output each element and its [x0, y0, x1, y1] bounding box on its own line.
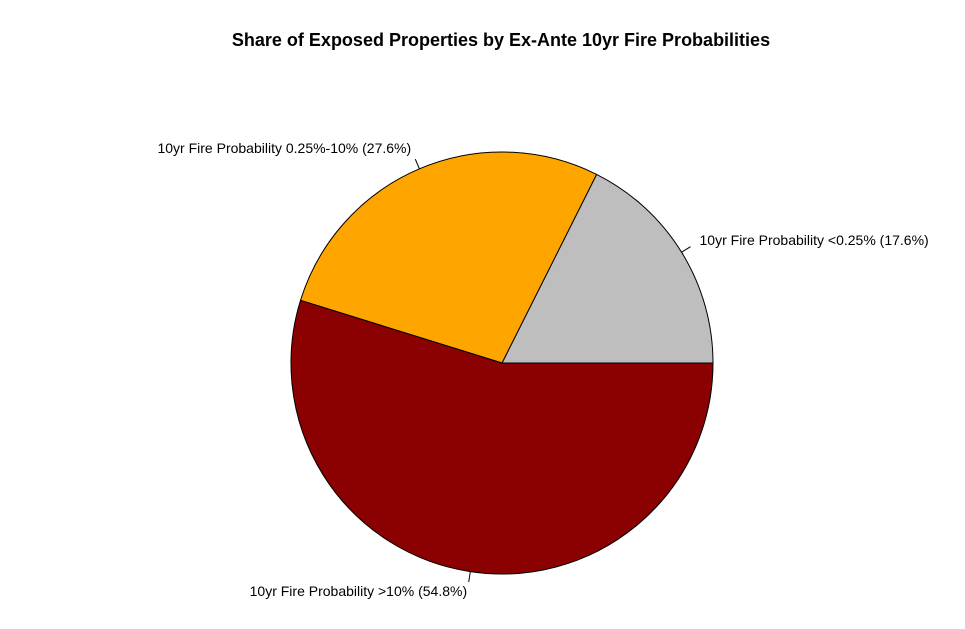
label-line: [681, 246, 691, 253]
label-line: [468, 571, 471, 583]
pie-slice: [290, 299, 714, 575]
slice-label: 10yr Fire Probability >10% (54.8%): [250, 583, 468, 599]
slice-label: 10yr Fire Probability 0.25%-10% (27.6%): [157, 140, 411, 156]
pie-slice: [299, 151, 598, 364]
chart-title: Share of Exposed Properties by Ex-Ante 1…: [232, 30, 770, 50]
slice-label: 10yr Fire Probability <0.25% (17.6%): [700, 232, 929, 248]
label-line: [414, 158, 420, 170]
